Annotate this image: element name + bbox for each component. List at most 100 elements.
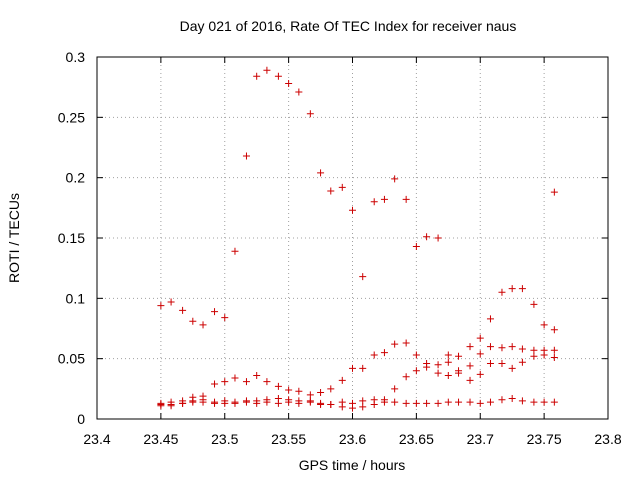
x-tick-label: 23.45	[143, 431, 178, 447]
data-point	[540, 351, 548, 359]
data-point	[391, 340, 399, 348]
data-point	[412, 367, 420, 375]
data-point	[455, 369, 463, 377]
data-point	[434, 369, 442, 377]
data-point	[412, 399, 420, 407]
data-point	[349, 206, 356, 214]
x-tick-label: 23.55	[271, 431, 306, 447]
data-points	[157, 66, 558, 412]
data-point	[370, 351, 378, 359]
data-point	[211, 399, 219, 407]
data-point	[295, 399, 303, 407]
data-point	[540, 321, 548, 329]
data-point	[253, 372, 261, 380]
data-point	[550, 398, 558, 406]
y-axis-label: ROTI / TECUs	[6, 193, 22, 283]
data-point	[285, 398, 293, 406]
data-point	[455, 398, 463, 406]
data-point	[359, 364, 367, 372]
data-point	[466, 362, 474, 370]
data-point	[434, 361, 442, 369]
x-tick-label: 23.7	[467, 431, 494, 447]
data-point	[444, 372, 452, 380]
data-point	[402, 399, 410, 407]
data-point	[486, 398, 494, 406]
data-point	[295, 387, 303, 395]
data-point	[189, 398, 197, 406]
data-point	[349, 364, 356, 372]
data-point	[274, 72, 282, 80]
data-point	[359, 397, 367, 405]
data-point	[380, 349, 388, 357]
axis-ticks	[96, 56, 609, 420]
data-point	[179, 306, 187, 314]
y-tick-label: 0.1	[66, 290, 86, 306]
data-point	[498, 344, 506, 352]
data-point	[242, 152, 250, 160]
data-point	[486, 343, 494, 351]
data-point	[295, 88, 303, 96]
x-tick-label: 23.4	[83, 431, 110, 447]
data-point	[530, 300, 538, 308]
data-point	[402, 373, 410, 381]
data-point	[518, 285, 526, 293]
data-point	[167, 402, 175, 410]
data-point	[242, 397, 250, 405]
data-point	[498, 396, 506, 404]
data-point	[306, 391, 314, 399]
data-point	[157, 401, 165, 409]
data-point	[444, 351, 452, 359]
data-point	[498, 288, 506, 296]
data-point	[476, 350, 484, 358]
data-point	[508, 343, 516, 351]
gridlines	[97, 57, 608, 419]
data-point	[434, 234, 442, 242]
data-point	[476, 334, 484, 342]
data-point	[412, 242, 420, 250]
data-point	[253, 72, 261, 80]
data-point	[476, 399, 484, 407]
data-point	[412, 351, 420, 359]
data-point	[508, 285, 516, 293]
data-point	[466, 376, 474, 384]
data-point	[263, 398, 271, 406]
data-point	[434, 399, 442, 407]
x-tick-label: 23.8	[594, 431, 621, 447]
data-point	[317, 399, 325, 407]
y-tick-label: 0.3	[66, 49, 86, 65]
data-point	[518, 358, 526, 366]
data-point	[423, 233, 431, 241]
data-point	[211, 380, 219, 388]
data-point	[285, 80, 293, 88]
data-point	[199, 398, 207, 406]
data-point	[530, 398, 538, 406]
data-point	[221, 378, 229, 386]
data-point	[285, 386, 293, 394]
data-point	[486, 359, 494, 367]
data-point	[380, 396, 388, 404]
chart-title: Day 021 of 2016, Rate Of TEC Index for r…	[180, 18, 517, 34]
data-point	[380, 195, 388, 203]
data-point	[274, 399, 282, 407]
data-point	[550, 346, 558, 354]
data-point	[530, 346, 538, 354]
data-point	[550, 188, 558, 196]
data-point	[391, 385, 399, 393]
y-tick-label: 0	[77, 411, 85, 427]
y-tick-label: 0.05	[58, 351, 85, 367]
x-tick-label: 23.5	[211, 431, 238, 447]
data-point	[253, 399, 261, 407]
data-point	[199, 321, 207, 329]
data-point	[402, 339, 410, 347]
data-point	[349, 399, 356, 407]
data-point	[189, 317, 197, 325]
data-point	[221, 399, 229, 407]
data-point	[466, 398, 474, 406]
data-point	[231, 374, 239, 382]
data-point	[167, 298, 175, 306]
data-point	[530, 352, 538, 360]
data-point	[306, 110, 314, 118]
data-point	[157, 302, 165, 310]
data-point	[444, 358, 452, 366]
